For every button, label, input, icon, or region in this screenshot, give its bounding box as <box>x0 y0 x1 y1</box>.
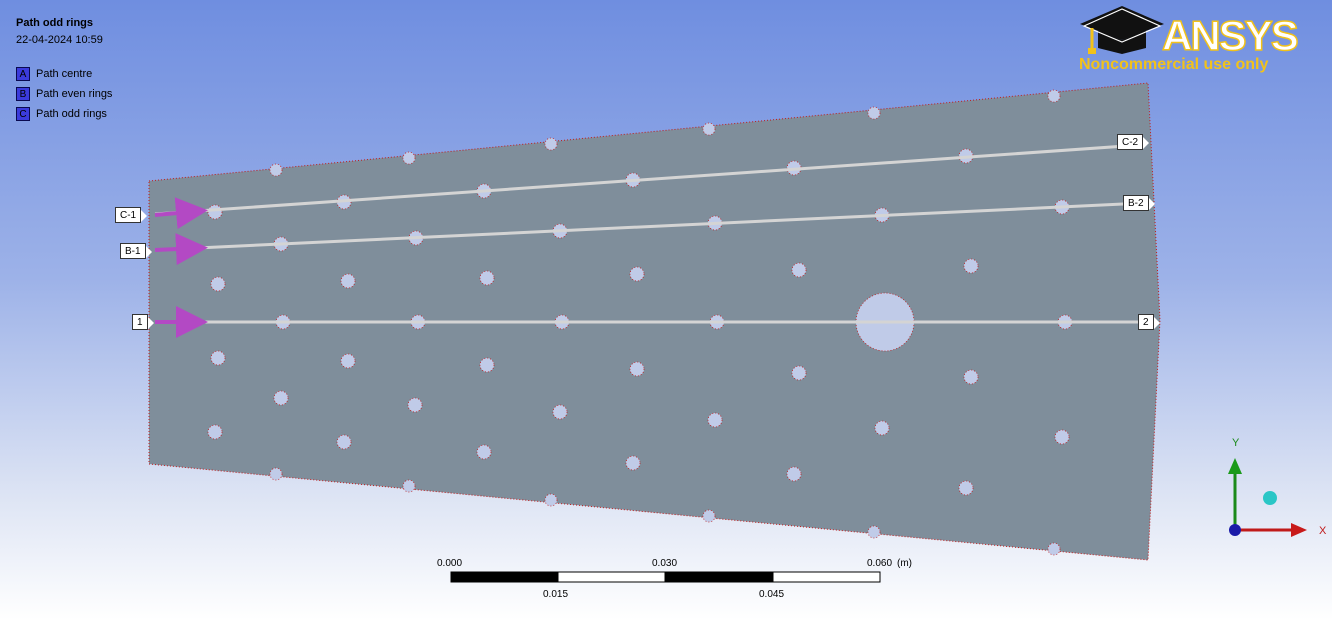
path-tag-b-2[interactable]: B-2 <box>1123 195 1155 211</box>
path-tag-c-2[interactable]: C-2 <box>1117 134 1150 150</box>
bolt-hole[interactable] <box>340 353 356 369</box>
legend-label: Path even rings <box>36 88 113 100</box>
legend-item-path-even-rings[interactable]: B Path even rings <box>16 84 112 104</box>
edge-notch[interactable] <box>269 163 283 177</box>
edge-notch[interactable] <box>867 525 881 539</box>
bolt-hole[interactable] <box>336 434 352 450</box>
path-legend: A Path centre B Path even rings C Path o… <box>16 64 112 124</box>
bolt-hole[interactable] <box>207 204 223 220</box>
edge-notch[interactable] <box>544 493 558 507</box>
probe-arrow-b <box>154 233 208 266</box>
edge-notch[interactable] <box>544 137 558 151</box>
analysis-datetime: 22-04-2024 10:59 <box>16 34 103 46</box>
scale-label-015: 0.015 <box>543 589 569 600</box>
bolt-hole[interactable] <box>963 258 979 274</box>
legend-label: Path odd rings <box>36 108 107 120</box>
edge-notch[interactable] <box>702 509 716 523</box>
edge-notch[interactable] <box>1047 89 1061 103</box>
edge-notch[interactable] <box>402 479 416 493</box>
legend-item-path-odd-rings[interactable]: C Path odd rings <box>16 104 112 124</box>
bolt-hole[interactable] <box>791 262 807 278</box>
legend-badge-a: A <box>16 67 30 81</box>
scale-label-060: 0.060 <box>867 558 893 569</box>
path-tag-b-1[interactable]: B-1 <box>120 243 152 259</box>
legend-badge-c: C <box>16 107 30 121</box>
path-line-odd-rings[interactable] <box>154 143 1141 216</box>
hole-pattern <box>207 89 1073 556</box>
path-line-even-rings[interactable] <box>154 201 1146 252</box>
bolt-hole[interactable] <box>407 397 423 413</box>
edge-notch[interactable] <box>402 151 416 165</box>
bolt-hole[interactable] <box>340 273 356 289</box>
bolt-hole[interactable] <box>707 412 723 428</box>
edge-notch[interactable] <box>1047 542 1061 556</box>
bolt-hole[interactable] <box>629 361 645 377</box>
legend-item-path-centre[interactable]: A Path centre <box>16 64 112 84</box>
bolt-hole[interactable] <box>476 444 492 460</box>
noncommercial-notice: Noncommercial use only <box>1079 56 1269 73</box>
legend-label: Path centre <box>36 68 93 80</box>
analysis-title: Path odd rings <box>16 17 93 29</box>
legend-badge-b: B <box>16 87 30 101</box>
bolt-hole[interactable] <box>629 266 645 282</box>
bolt-hole[interactable] <box>625 455 641 471</box>
bolt-hole[interactable] <box>791 365 807 381</box>
bolt-hole[interactable] <box>479 270 495 286</box>
edge-notch[interactable] <box>269 467 283 481</box>
bolt-hole[interactable] <box>958 480 974 496</box>
probe-arrow-c <box>154 197 208 230</box>
ansys-logo: ANSYS <box>1080 6 1300 60</box>
bolt-hole[interactable] <box>552 404 568 420</box>
triad-x-label: X <box>1319 525 1327 537</box>
path-tag-1[interactable]: 1 <box>132 314 153 330</box>
bolt-hole[interactable] <box>479 357 495 373</box>
bolt-hole[interactable] <box>1054 429 1070 445</box>
bolt-hole[interactable] <box>273 390 289 406</box>
edge-notch[interactable] <box>867 106 881 120</box>
bolt-hole[interactable] <box>210 276 226 292</box>
scale-label-030: 0.030 <box>652 558 678 569</box>
edge-notch[interactable] <box>702 122 716 136</box>
scale-unit: (m) <box>897 558 912 569</box>
scale-label-0: 0.000 <box>437 558 463 569</box>
bolt-hole[interactable] <box>210 350 226 366</box>
scale-label-045: 0.045 <box>759 589 785 600</box>
bolt-hole[interactable] <box>963 369 979 385</box>
graduation-cap-icon <box>1080 6 1164 54</box>
ansys-wordmark: ANSYS <box>1162 12 1298 59</box>
bolt-hole[interactable] <box>874 420 890 436</box>
path-tag-2[interactable]: 2 <box>1138 314 1159 330</box>
axis-triad[interactable]: Y X <box>1215 430 1332 550</box>
bolt-hole[interactable] <box>207 424 223 440</box>
path-tag-c-1[interactable]: C-1 <box>115 207 148 223</box>
triad-y-label: Y <box>1232 437 1240 449</box>
bolt-hole[interactable] <box>786 466 802 482</box>
